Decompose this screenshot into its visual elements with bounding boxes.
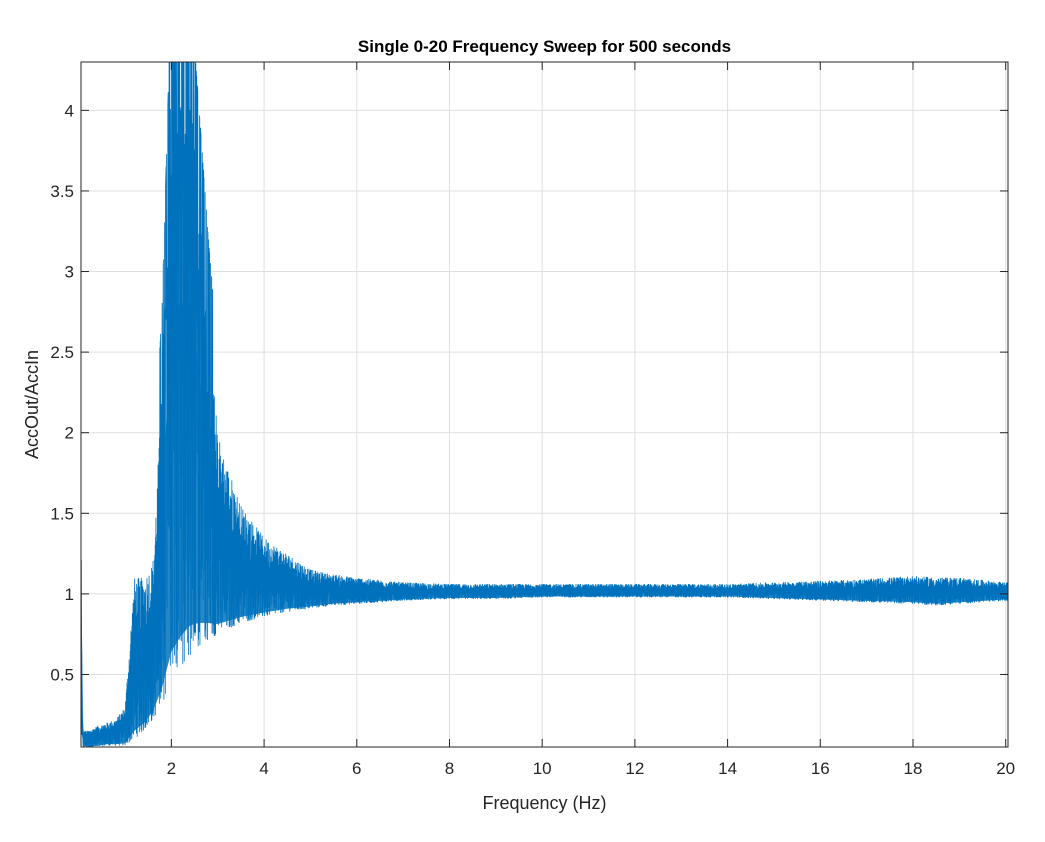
x-tick-label: 4 xyxy=(259,759,268,778)
x-tick-label: 12 xyxy=(625,759,644,778)
x-tick-label: 14 xyxy=(718,759,737,778)
y-tick-label: 3.5 xyxy=(50,182,74,201)
x-tick-label: 18 xyxy=(904,759,923,778)
x-axis-label: Frequency (Hz) xyxy=(482,793,606,813)
plot-area xyxy=(81,62,1008,747)
chart-title: Single 0-20 Frequency Sweep for 500 seco… xyxy=(358,37,731,56)
tick-marks xyxy=(81,62,1008,747)
series-density-band xyxy=(81,300,1008,747)
y-tick-label: 3 xyxy=(65,263,74,282)
x-tick-label: 2 xyxy=(167,759,176,778)
grid xyxy=(81,62,1008,747)
y-tick-label: 4 xyxy=(65,101,74,120)
y-tick-label: 2 xyxy=(65,424,74,443)
y-tick-label: 2.5 xyxy=(50,343,74,362)
x-tick-label: 20 xyxy=(996,759,1015,778)
series-layer xyxy=(81,62,1008,747)
tick-labels: 2 4 6 8 10 12 14 16 18 20 0.5 1 1.5 2 2.5 3 3.5 4 xyxy=(50,101,1015,778)
y-axis-label: AccOut/AccIn xyxy=(22,350,42,459)
x-tick-label: 10 xyxy=(533,759,552,778)
axes-box xyxy=(80,61,1009,748)
y-tick-label: 1.5 xyxy=(50,504,74,523)
x-tick-label: 8 xyxy=(445,759,454,778)
y-tick-label: 1 xyxy=(65,585,74,604)
y-tick-label: 0.5 xyxy=(50,665,74,684)
x-tick-label: 16 xyxy=(811,759,830,778)
x-tick-label: 6 xyxy=(352,759,361,778)
